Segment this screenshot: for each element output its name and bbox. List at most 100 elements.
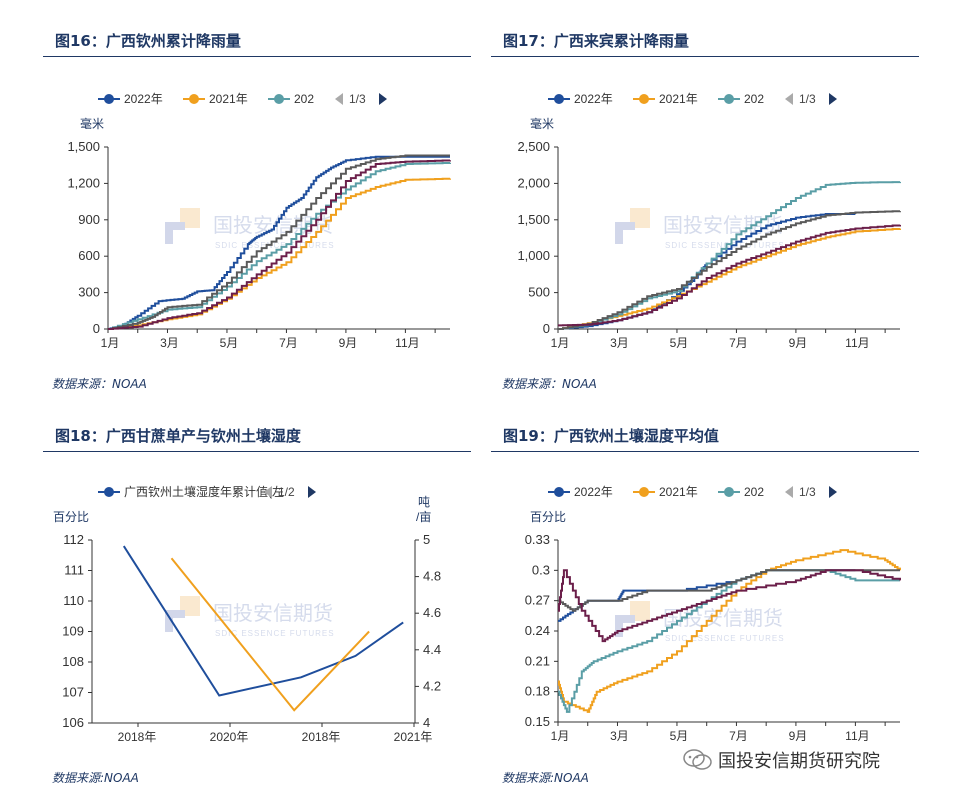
series-line (170, 557, 370, 712)
watermark-logo-top (180, 596, 200, 616)
x-tick-label: 3月 (610, 729, 629, 743)
y-unit-label: 毫米 (530, 116, 554, 131)
series-line (558, 549, 901, 713)
series-line (558, 569, 900, 612)
source-note: 数据来源：NOAA (52, 377, 147, 391)
y-tick-label: 2,500 (517, 139, 550, 154)
title-divider (491, 451, 919, 452)
y-tick-label-left: 111 (64, 563, 84, 578)
x-tick-label: 5月 (670, 729, 689, 743)
legend-pager: 1/3 (799, 92, 816, 106)
legend-label: 广西钦州土壤湿度年累计值(左 (124, 484, 284, 499)
y-tick-label-left: 106 (62, 715, 84, 730)
chart-title: 图19：广西钦州土壤湿度平均值 (503, 427, 719, 445)
x-tick-label: 5月 (220, 336, 239, 350)
legend-next-icon (379, 93, 387, 105)
y-unit-label: 百分比 (530, 510, 566, 524)
x-tick-label: 2021年 (394, 730, 433, 744)
series-line (558, 569, 901, 643)
y-tick-label-right: 4 (423, 715, 430, 730)
y-unit-left: 百分比 (53, 510, 89, 524)
series-line (558, 210, 901, 330)
x-tick-label: 2020年 (210, 730, 249, 744)
y-tick-label-right: 4.8 (423, 569, 441, 584)
legend-swatch-dot (724, 487, 734, 497)
x-tick-label: 2018年 (118, 730, 157, 744)
legend-swatch-dot (639, 94, 649, 104)
watermark-logo-top (630, 208, 650, 228)
x-tick-label: 9月 (789, 336, 808, 350)
legend-label: 2022年 (124, 92, 163, 106)
title-divider (491, 56, 919, 57)
watermark-cn: 国投安信期货 (213, 602, 333, 625)
watermark-en: SDIC ESSENCE FUTURES (665, 634, 785, 643)
chart-title: 图16：广西钦州累计降雨量 (55, 32, 241, 50)
x-tick-label: 1月 (551, 729, 570, 743)
legend-label: 202 (294, 92, 314, 106)
watermark-en: SDIC ESSENCE FUTURES (665, 241, 785, 250)
wechat-icon (683, 749, 712, 770)
y-unit-label: 毫米 (80, 116, 104, 131)
watermark-logo-left (165, 222, 185, 244)
legend-prev-icon (785, 93, 793, 105)
watermark-logo-left (165, 610, 185, 632)
y-unit-right-1: 吨 (418, 495, 430, 509)
y-unit-right-2: /亩 (416, 509, 431, 524)
legend-label: 2021年 (659, 92, 698, 106)
x-tick-label: 9月 (789, 729, 808, 743)
y-tick-label: 0.15 (525, 714, 550, 729)
chart-title: 图17：广西来宾累计降雨量 (503, 32, 689, 50)
watermark-en: SDIC ESSENCE FUTURES (215, 629, 335, 638)
y-tick-label: 0.27 (525, 593, 550, 608)
x-tick-label: 7月 (729, 336, 748, 350)
title-divider (43, 451, 471, 452)
x-tick-label: 11月 (845, 729, 869, 743)
legend-label: 2021年 (209, 92, 248, 106)
y-tick-label: 0.21 (525, 653, 550, 668)
y-tick-label-left: 110 (63, 593, 84, 608)
y-tick-label: 900 (78, 212, 100, 227)
series-line (108, 159, 451, 330)
chart-3: 国投安信期货 SDIC ESSENCE FUTURES 2022年 2021年 202 1… (525, 485, 901, 743)
y-tick-label: 500 (528, 285, 550, 300)
y-tick-label: 0.33 (525, 532, 550, 547)
y-tick-label: 300 (78, 285, 100, 300)
title-divider (43, 56, 471, 57)
legend-pager: 1/3 (799, 485, 816, 499)
x-tick-label: 7月 (279, 336, 298, 350)
legend-swatch-dot (104, 94, 114, 104)
legend-swatch-dot (274, 94, 284, 104)
chart-title: 图18：广西甘蔗单产与钦州土壤湿度 (55, 427, 301, 445)
legend-prev-icon (335, 93, 343, 105)
x-tick-label: 7月 (729, 729, 748, 743)
y-tick-label-right: 4.4 (423, 642, 441, 657)
legend-label: 202 (744, 485, 764, 499)
watermark-logo-top (180, 208, 200, 228)
source-note: 数据来源:NOAA (502, 771, 589, 785)
x-tick-label: 2018年 (302, 730, 341, 744)
watermark-cn: 国投安信期货 (663, 607, 783, 630)
y-tick-label: 2,000 (517, 175, 550, 190)
x-tick-label: 3月 (160, 336, 179, 350)
source-note: 数据来源：NOAA (502, 377, 597, 391)
legend-pager: 1/3 (349, 92, 366, 106)
legend-label: 2022年 (574, 92, 613, 106)
legend-prev-icon (264, 486, 272, 498)
watermark: 国投安信期货 SDIC ESSENCE FUTURES (615, 601, 785, 643)
legend-swatch-dot (554, 94, 564, 104)
legend-swatch-dot (104, 487, 114, 497)
x-tick-label: 5月 (670, 336, 689, 350)
x-tick-label: 1月 (551, 336, 570, 350)
legend-pager: 1/2 (278, 485, 295, 499)
series-line (108, 155, 450, 330)
y-tick-label: 600 (78, 248, 100, 263)
y-tick-label: 0 (543, 321, 550, 336)
brand-name: 国投安信期货研究院 (718, 751, 880, 772)
series-line (558, 224, 901, 327)
x-tick-label: 9月 (339, 336, 358, 350)
legend-next-icon (829, 486, 837, 498)
y-tick-label-left: 107 (62, 685, 84, 700)
y-tick-label-right: 5 (423, 532, 430, 547)
series-line (108, 177, 451, 330)
